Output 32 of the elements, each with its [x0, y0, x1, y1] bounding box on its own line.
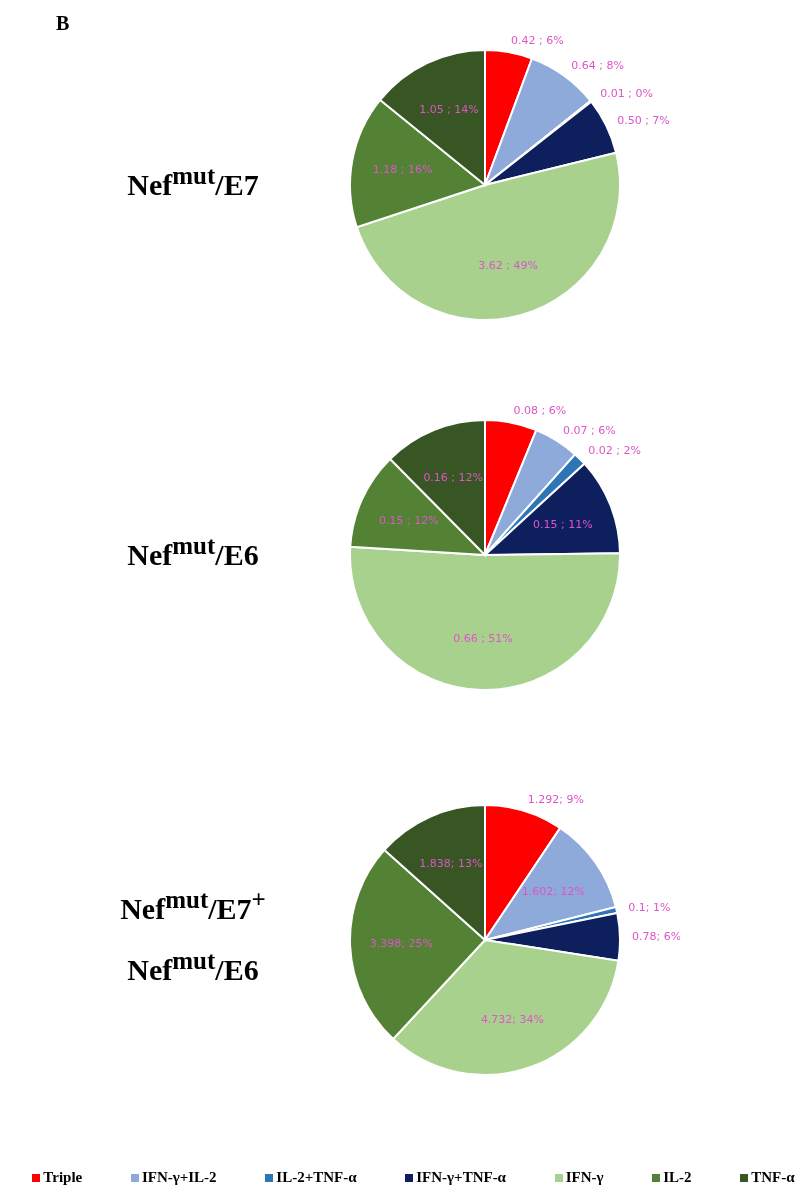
- data-label: 0.08 ; 6%: [513, 404, 567, 418]
- text: Nef$^{mut}$/E7: [126, 160, 260, 203]
- data-label: 0.64 ; 8%: [571, 59, 624, 73]
- data-label: 0.16 ; 12%: [423, 471, 484, 485]
- text: B: [56, 12, 70, 35]
- data-label: 1.602; 12%: [521, 885, 585, 899]
- data-label: 1.838; 13%: [419, 857, 483, 871]
- data-label: 0.01 ; 0%: [600, 87, 653, 101]
- text: Nef$^{mut}$/E6: [126, 530, 260, 573]
- legend-label: IFN-γ+IL-2: [141, 1169, 217, 1186]
- chart-title: Nef$^{mut}$/E7$^{+}$ Nef$^{mut}$/E6: [120, 886, 266, 986]
- data-label: 0.02 ; 2%: [588, 443, 641, 457]
- data-label: 1.18 ; 16%: [372, 163, 433, 177]
- data-label: 0.15 ; 12%: [378, 513, 439, 527]
- data-label: 0.42 ; 6%: [511, 33, 564, 47]
- legend-label: IL-2+TNF-α: [276, 1169, 357, 1186]
- legend-label: IL-2: [663, 1169, 692, 1186]
- data-label: 3.62 ; 49%: [478, 258, 538, 272]
- data-label: 0.07 ; 6%: [563, 423, 616, 437]
- data-label: 0.78; 6%: [631, 930, 682, 944]
- data-label: 0.50 ; 7%: [617, 114, 670, 128]
- data-label: 1.292; 9%: [527, 792, 584, 806]
- legend-label: IFN-γ: [565, 1169, 604, 1186]
- data-label: 3.398; 25%: [369, 937, 433, 951]
- legend-label: TNF-α: [751, 1169, 795, 1186]
- data-label: 0.15 ; 11%: [532, 517, 593, 531]
- data-label: 4.732; 34%: [480, 1012, 545, 1026]
- legend-label: IFN-γ+TNF-α: [416, 1169, 506, 1186]
- data-label: 0.66 ; 51%: [453, 632, 513, 646]
- data-label: 0.1; 1%: [628, 900, 671, 914]
- legend-label: Triple: [43, 1169, 83, 1186]
- data-label: 1.05 ; 14%: [419, 102, 479, 116]
